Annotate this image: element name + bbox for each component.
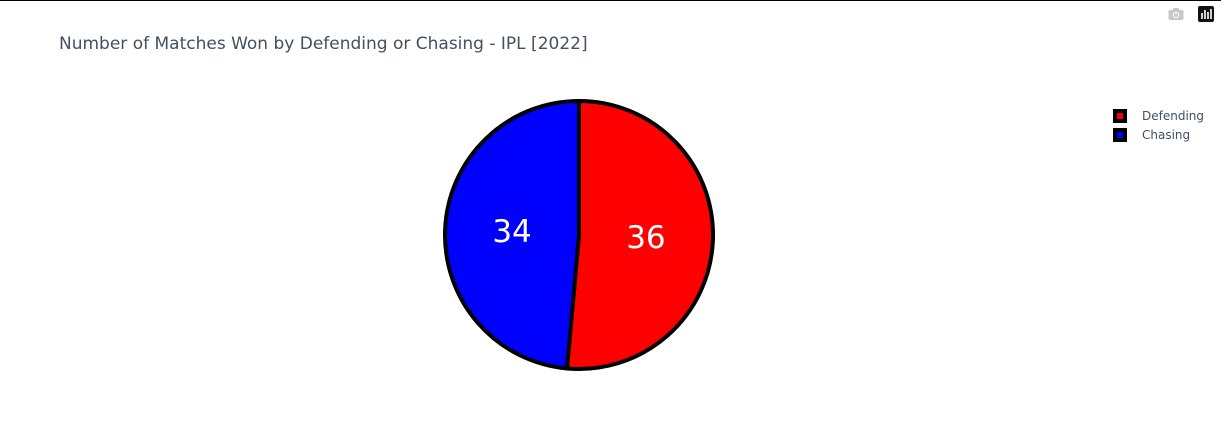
pie-slice-chasing[interactable] [443,99,581,371]
pie-value-label-chasing: 34 [492,214,531,250]
pie-value-label-defending: 36 [626,220,665,256]
camera-icon[interactable] [1167,5,1185,23]
legend-swatch-defending [1113,108,1127,123]
pie-slice-defending[interactable] [564,99,715,371]
legend-swatch-chasing [1113,127,1127,142]
legend-label-defending: Defending [1142,108,1205,123]
top-border [0,0,1221,1]
legend-item-chasing[interactable]: Chasing [1113,125,1204,144]
plotly-logo-icon[interactable] [1197,5,1215,23]
chart-title: Number of Matches Won by Defending or Ch… [59,34,588,54]
legend-item-defending[interactable]: Defending [1113,106,1204,125]
modebar [1167,4,1215,24]
legend-label-chasing: Chasing [1142,127,1191,142]
legend: Defending Chasing [1113,106,1204,144]
